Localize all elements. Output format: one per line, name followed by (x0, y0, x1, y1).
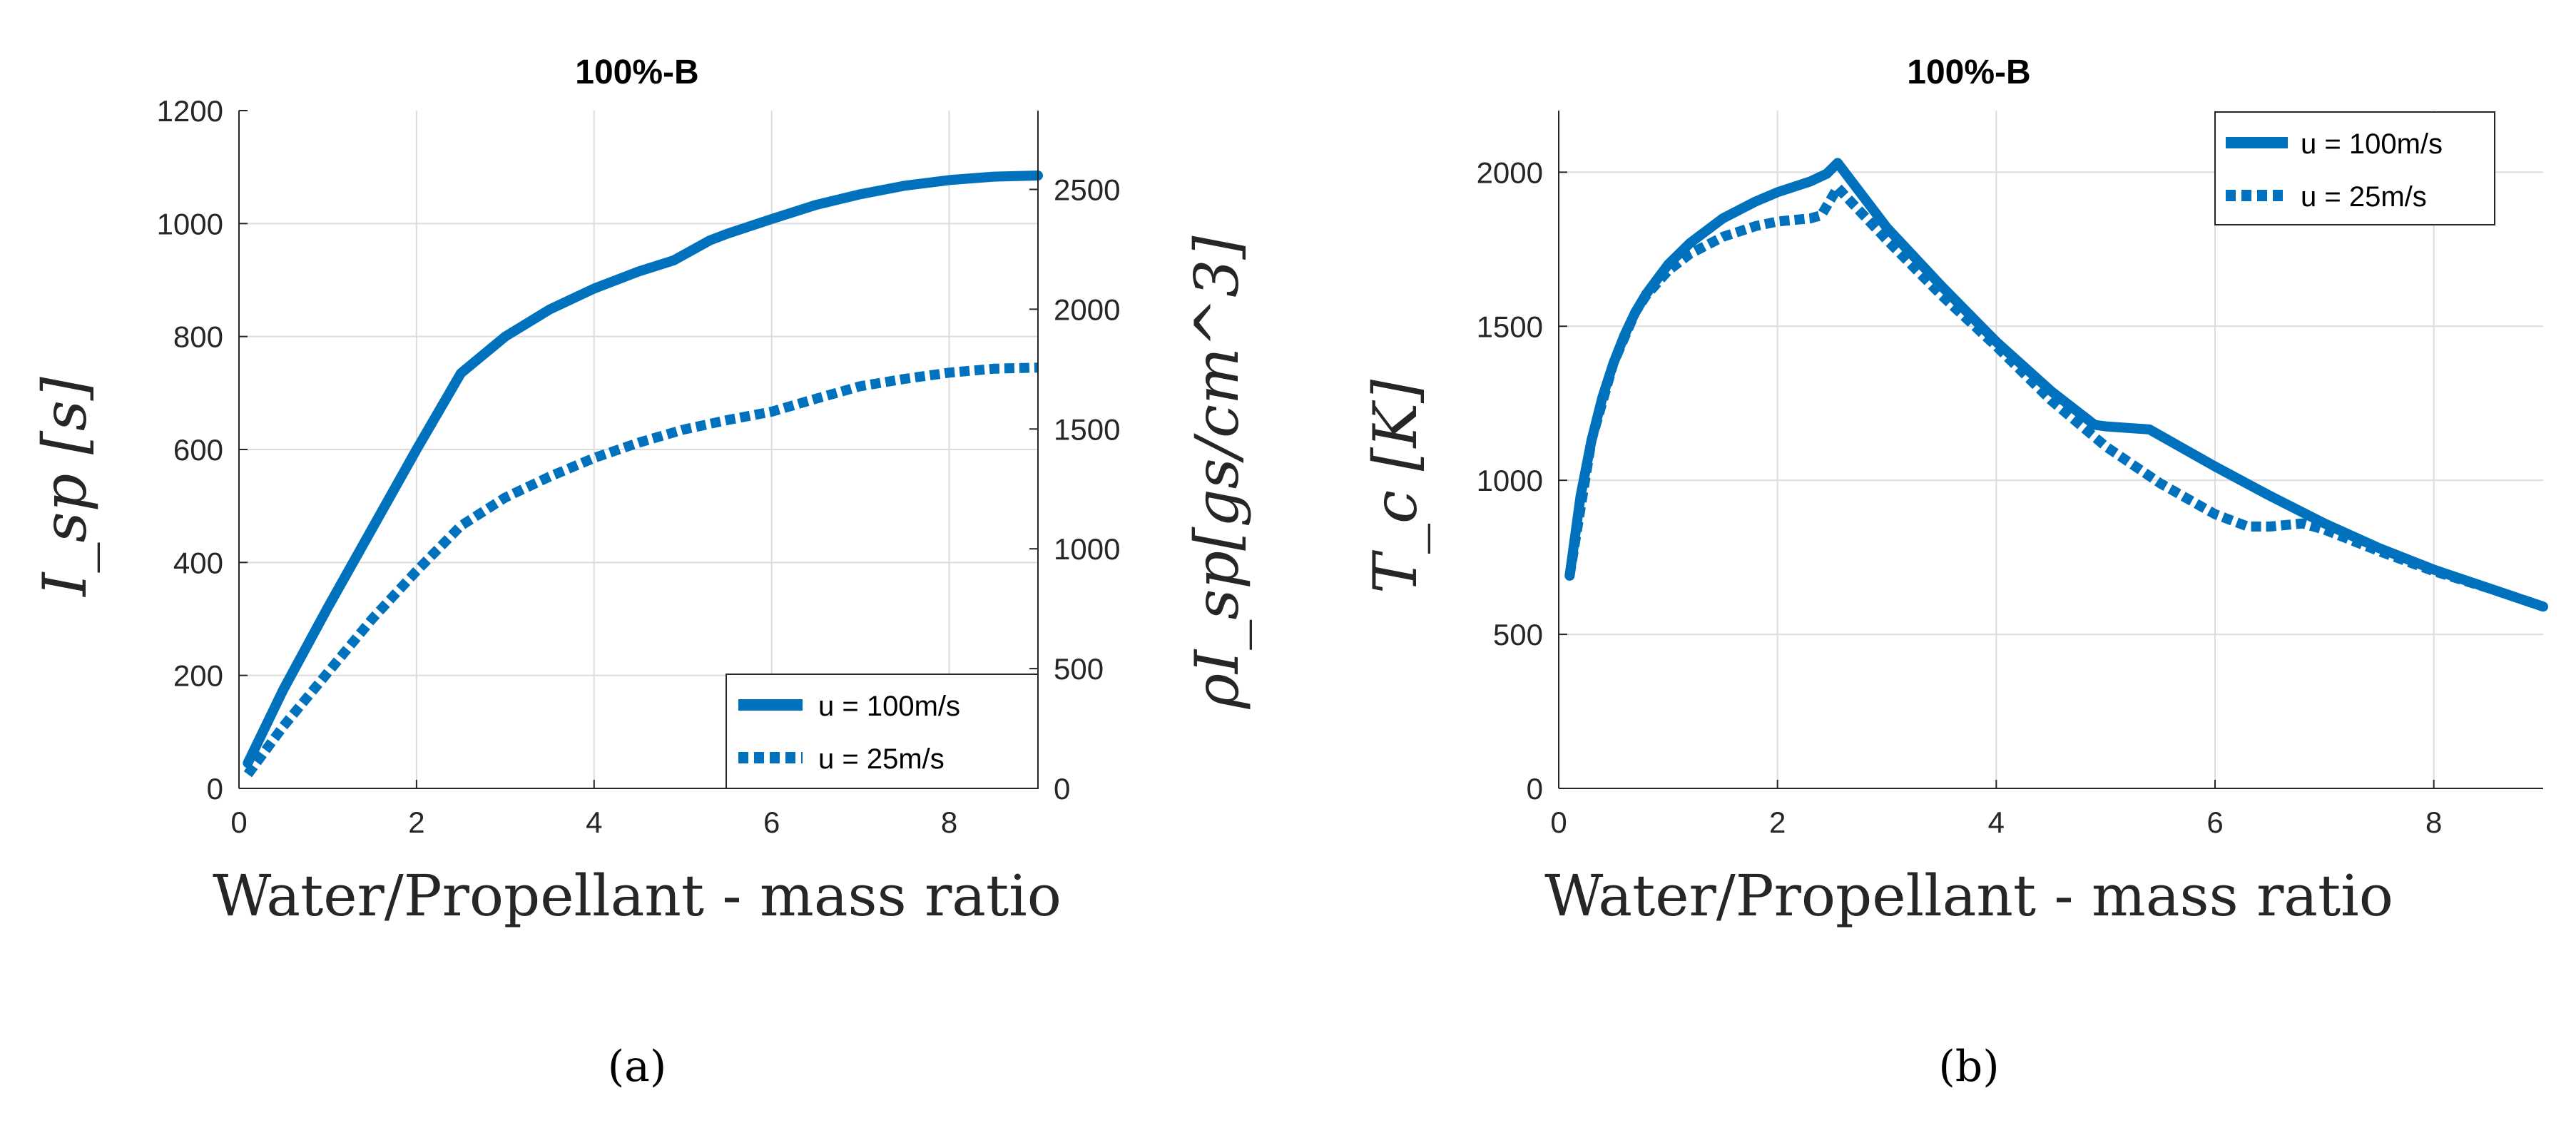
x-axis-label-panel-a: Water/Propellant - mass ratio (213, 863, 1062, 929)
y-axis-label-panel-b: T_c [K] (1360, 380, 1430, 594)
y-axis-label-panel-a: I_sp [s] (30, 377, 100, 598)
y-tick-label: 0 (1527, 772, 1543, 806)
y-tick-label: 1000 (157, 207, 223, 240)
y-tick-label: 400 (173, 546, 223, 579)
legend-label-series-1-panel-a: u = 100m/s (818, 691, 960, 722)
x-tick-label: 4 (1988, 806, 2005, 839)
y-right-tick-label: 1000 (1054, 532, 1120, 566)
axes-panel-a: 0 2 4 6 8 0 200 400 600 800 1000 1200 0 500 1000 1500 20… (157, 94, 1121, 839)
y-tick-label: 1000 (1477, 464, 1543, 497)
y-tick-label: 600 (173, 433, 223, 467)
y-right-tick-label: 2500 (1054, 173, 1120, 206)
x-tick-label: 0 (1550, 806, 1567, 839)
legend-label-series-1-panel-b: u = 100m/s (2301, 128, 2443, 160)
legend-label-series-2-panel-b: u = 25m/s (2301, 181, 2427, 213)
series-line-2 (1564, 183, 2545, 611)
y-tick-label: 500 (1493, 618, 1543, 651)
chart-panel-a: 0 2 4 6 8 0 200 400 600 800 1000 1200 0 500 1000 1500 20… (30, 54, 1252, 1092)
y-tick-label: 1200 (157, 94, 223, 128)
y-tick-label: 1500 (1477, 310, 1543, 343)
series-line-2 (243, 362, 1039, 778)
legend-box-panel-b (2214, 111, 2495, 225)
legend-label-series-2-panel-a: u = 25m/s (818, 743, 945, 775)
x-tick-label: 2 (1769, 806, 1786, 839)
y-right-tick-label: 1500 (1054, 412, 1120, 446)
legend-panel-a: u = 100m/s u = 25m/s (726, 674, 1039, 789)
y-tick-label: 0 (207, 772, 223, 806)
legend-panel-b: u = 100m/s u = 25m/s (2214, 111, 2495, 225)
y-right-tick-label: 500 (1054, 652, 1104, 686)
x-tick-label: 0 (230, 806, 247, 839)
panel-label-a: (a) (608, 1042, 667, 1092)
y-tick-label: 800 (173, 320, 223, 354)
series-line-1 (243, 171, 1043, 768)
y-right-tick-label: 0 (1054, 772, 1070, 806)
y-axis-right-label-panel-a: ρI_sp[gs/cm^3] (1182, 235, 1252, 709)
chart-title-panel-a: 100%-B (575, 54, 698, 91)
y-right-tick-label: 2000 (1054, 293, 1120, 326)
panel-label-b: (b) (1938, 1042, 1999, 1092)
axes-panel-b: 0 2 4 6 8 0 500 1000 1500 2000 (1477, 111, 2543, 839)
x-tick-label: 2 (408, 806, 424, 839)
x-tick-label: 6 (2206, 806, 2223, 839)
chart-panel-b: 0 2 4 6 8 0 500 1000 1500 2000 100%-B Water/Prope… (1360, 54, 2548, 1092)
x-tick-label: 6 (763, 806, 780, 839)
x-tick-label: 8 (2425, 806, 2442, 839)
x-axis-label-panel-b: Water/Propellant - mass ratio (1544, 863, 2393, 929)
series-lines-panel-a (243, 171, 1043, 778)
y-tick-label: 2000 (1477, 156, 1543, 189)
x-tick-label: 4 (586, 806, 602, 839)
x-tick-label: 8 (941, 806, 957, 839)
chart-title-panel-b: 100%-B (1907, 54, 2030, 91)
series-lines-panel-b (1564, 158, 2548, 612)
y-tick-label: 200 (173, 659, 223, 693)
legend-box-panel-a (726, 674, 1039, 789)
